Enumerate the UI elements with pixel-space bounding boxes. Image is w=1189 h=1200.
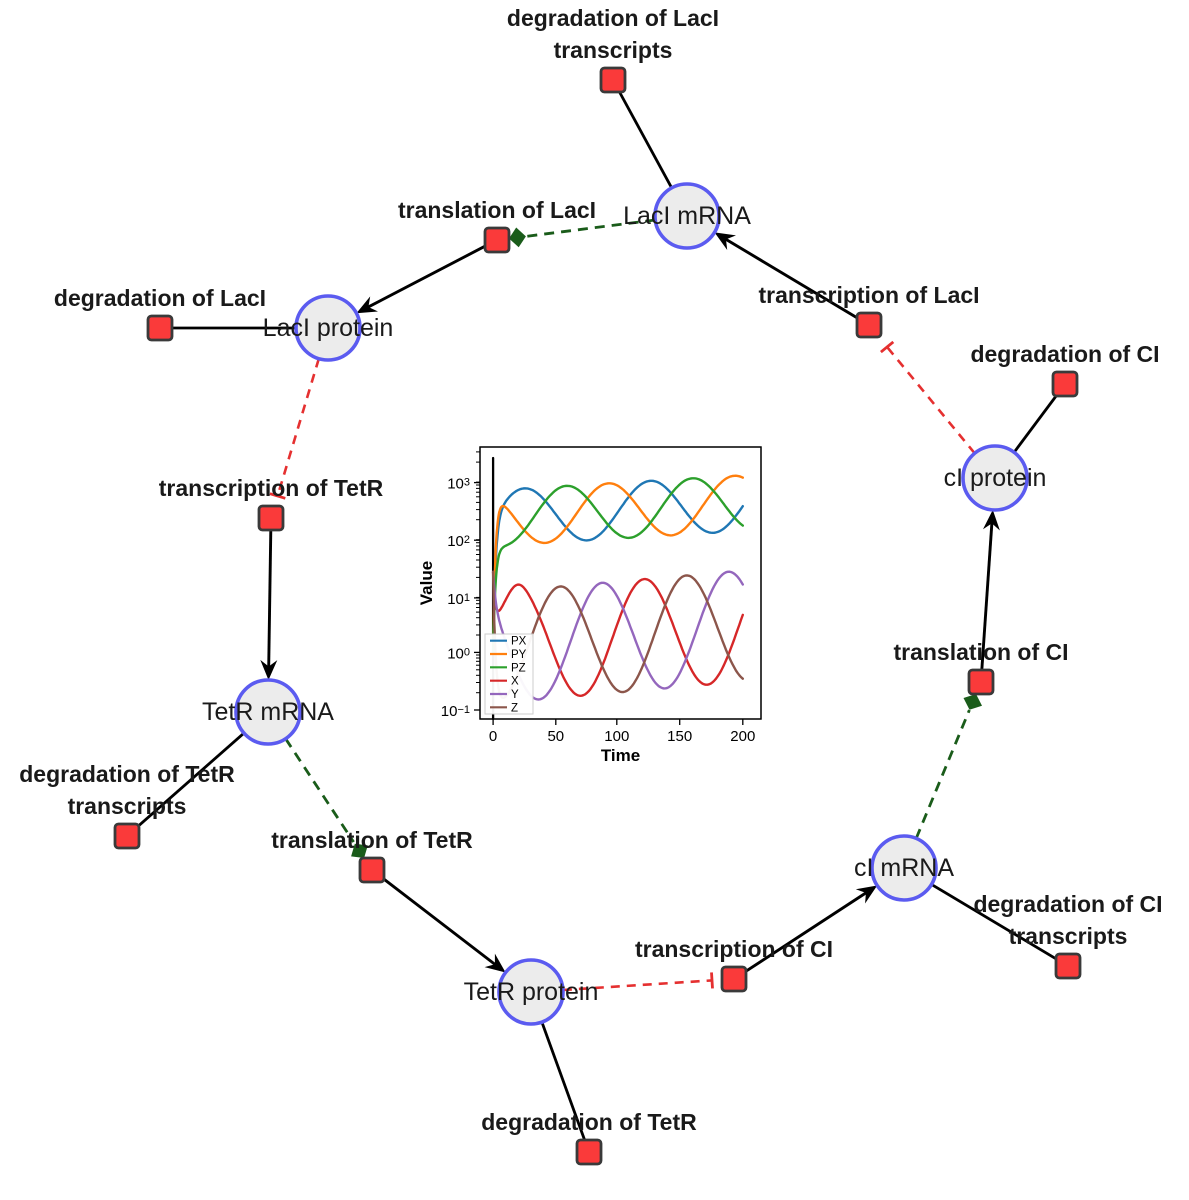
svg-text:cI mRNA: cI mRNA xyxy=(854,854,954,882)
svg-text:50: 50 xyxy=(547,728,564,745)
svg-text:degradation of CI: degradation of CI xyxy=(973,891,1162,917)
svg-text:Value: Value xyxy=(417,561,436,605)
svg-text:transcription of TetR: transcription of TetR xyxy=(159,475,384,501)
svg-text:degradation of CI: degradation of CI xyxy=(970,341,1159,367)
svg-text:103: 103 xyxy=(447,476,470,493)
svg-text:TetR mRNA: TetR mRNA xyxy=(202,698,334,726)
svg-text:transcription of LacI: transcription of LacI xyxy=(758,282,979,308)
svg-text:100: 100 xyxy=(447,645,470,662)
svg-text:TetR protein: TetR protein xyxy=(464,978,599,1006)
svg-text:cI protein: cI protein xyxy=(944,464,1047,492)
svg-text:Y: Y xyxy=(511,689,519,701)
svg-text:transcripts: transcripts xyxy=(1009,923,1128,949)
svg-text:transcription of CI: transcription of CI xyxy=(635,936,833,962)
svg-text:10−1: 10−1 xyxy=(441,703,470,720)
svg-text:200: 200 xyxy=(730,728,755,745)
svg-text:translation of LacI: translation of LacI xyxy=(398,197,596,223)
svg-text:degradation of TetR: degradation of TetR xyxy=(19,761,235,787)
svg-text:degradation of LacI: degradation of LacI xyxy=(507,5,719,31)
svg-text:Time: Time xyxy=(601,746,640,765)
svg-text:translation of TetR: translation of TetR xyxy=(271,827,473,853)
svg-text:transcripts: transcripts xyxy=(68,793,187,819)
svg-text:PX: PX xyxy=(511,636,527,648)
svg-text:LacI mRNA: LacI mRNA xyxy=(623,202,751,230)
svg-text:100: 100 xyxy=(604,728,629,745)
svg-text:transcripts: transcripts xyxy=(554,37,673,63)
svg-text:translation of CI: translation of CI xyxy=(893,639,1068,665)
svg-text:LacI protein: LacI protein xyxy=(263,314,394,342)
svg-text:102: 102 xyxy=(447,533,470,550)
svg-text:101: 101 xyxy=(447,591,470,608)
svg-text:degradation of TetR: degradation of TetR xyxy=(481,1109,697,1135)
svg-text:PZ: PZ xyxy=(511,662,526,674)
svg-text:150: 150 xyxy=(667,728,692,745)
svg-text:PY: PY xyxy=(511,649,527,661)
svg-text:X: X xyxy=(511,676,519,688)
svg-text:Z: Z xyxy=(511,702,518,714)
svg-text:0: 0 xyxy=(489,728,497,745)
svg-text:degradation of LacI: degradation of LacI xyxy=(54,285,266,311)
